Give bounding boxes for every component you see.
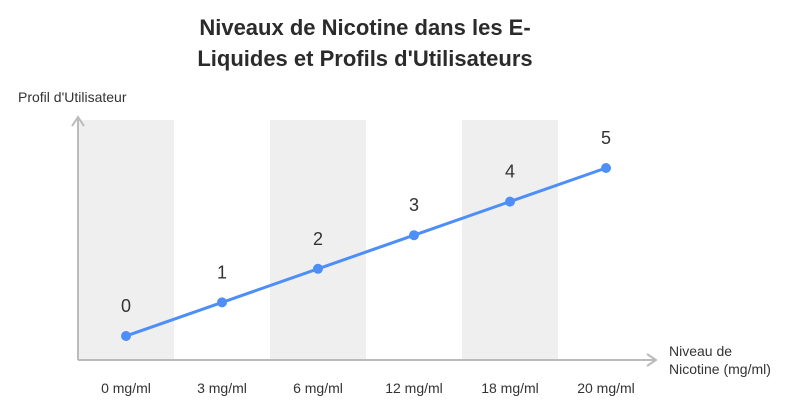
column-band: [462, 120, 558, 360]
data-label: 2: [313, 229, 323, 249]
chart-title-line-2: Liquides et Profils d'Utilisateurs: [197, 46, 533, 71]
x-tick-label: 6 mg/ml: [293, 380, 343, 396]
x-tick-label: 0 mg/ml: [101, 380, 151, 396]
data-label: 0: [121, 296, 131, 316]
data-point: [409, 230, 419, 241]
data-label: 5: [601, 128, 611, 148]
x-tick-label: 18 mg/ml: [481, 380, 539, 396]
x-tick-label: 3 mg/ml: [197, 380, 247, 396]
x-tick-label: 12 mg/ml: [385, 380, 443, 396]
chart-title: Niveaux de Nicotine dans les E- Liquides…: [150, 12, 580, 74]
axes: [71, 115, 658, 367]
data-point: [121, 331, 131, 341]
data-labels: 0 1 2 3 4 5: [121, 128, 611, 316]
x-axis-arrow: [646, 353, 658, 367]
data-label: 3: [409, 195, 419, 215]
data-point: [505, 196, 515, 207]
y-axis-arrow: [71, 115, 85, 127]
x-tick-labels: 0 mg/ml 3 mg/ml 6 mg/ml 12 mg/ml 18 mg/ml 20 …: [101, 380, 635, 396]
x-tick-label: 20 mg/ml: [577, 380, 635, 396]
x-axis-label: Niveau de Nicotine (mg/ml): [669, 343, 771, 377]
y-axis-label: Profil d'Utilisateur: [18, 89, 127, 105]
series-line: [125, 166, 607, 338]
data-label: 4: [505, 162, 515, 182]
data-label: 1: [217, 262, 227, 282]
x-axis-label-line-2: Nicotine (mg/ml): [669, 361, 771, 377]
column-bands: [78, 120, 558, 360]
x-axis-label-line-1: Niveau de: [669, 343, 732, 359]
data-points: [121, 163, 611, 341]
data-point: [313, 263, 323, 274]
chart-title-line-1: Niveaux de Nicotine dans les E-: [199, 15, 531, 40]
data-point: [217, 297, 227, 308]
column-band: [78, 120, 174, 360]
column-band: [270, 120, 366, 360]
data-point: [601, 163, 611, 173]
